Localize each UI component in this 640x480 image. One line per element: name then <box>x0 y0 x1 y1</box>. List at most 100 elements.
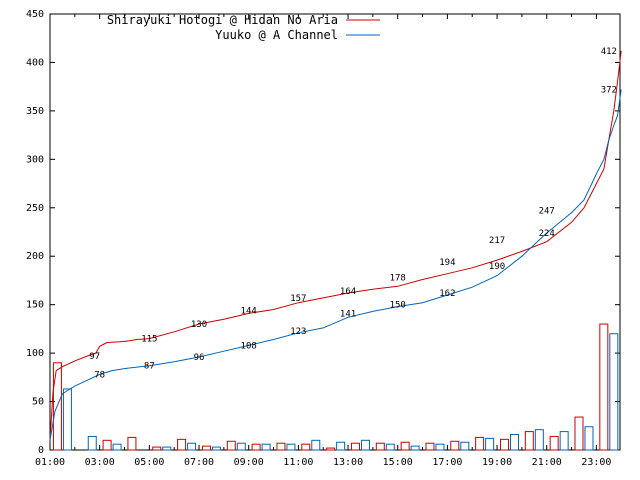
x-axis: 01:00 03:00 05:00 07:00 09:00 11:00 13:00 15:00… <box>35 14 611 468</box>
hourly-bar <box>360 439 370 451</box>
y-tick-label: 100 <box>26 348 44 359</box>
point-label: 130 <box>191 320 207 330</box>
point-label: 78 <box>94 370 105 380</box>
x-tick-label: 21:00 <box>532 457 562 468</box>
x-tick-label: 11:00 <box>283 457 313 468</box>
hourly-bar <box>52 362 62 451</box>
series-line-2 <box>49 89 622 441</box>
point-label: 247 <box>539 207 555 217</box>
hourly-bar <box>162 446 172 451</box>
series-line-1 <box>49 50 622 441</box>
hourly-bar <box>609 333 619 451</box>
hourly-bar <box>499 438 509 451</box>
hourly-bar <box>226 440 236 451</box>
hourly-bar <box>102 439 112 451</box>
y-tick-label: 350 <box>26 106 44 117</box>
legend-label-series-1: Shirayuki Hotogi @ Hidan No Aria <box>107 13 338 27</box>
point-label: 96 <box>194 353 205 363</box>
hourly-bar <box>251 443 261 451</box>
point-label: 217 <box>489 236 505 246</box>
hourly-bar <box>524 431 534 451</box>
x-tick-label: 23:00 <box>581 457 611 468</box>
x-tick-label: 09:00 <box>234 457 264 468</box>
y-tick-label: 450 <box>26 9 44 20</box>
hourly-bar <box>410 445 420 451</box>
hourly-bar <box>509 433 519 451</box>
x-tick-label: 19:00 <box>482 457 512 468</box>
hourly-bar <box>112 443 122 451</box>
hourly-bar <box>211 446 221 451</box>
point-label: 97 <box>89 352 100 362</box>
y-tick-label: 400 <box>26 57 44 68</box>
legend-label-series-2: Yuuko @ A Channel <box>215 28 338 42</box>
hourly-bar <box>450 440 460 451</box>
y-tick-label: 200 <box>26 251 44 262</box>
x-tick-label: 07:00 <box>184 457 214 468</box>
point-label: 87 <box>144 362 155 372</box>
cumulative-lines <box>49 50 622 441</box>
point-label: 157 <box>290 294 306 304</box>
hourly-bar <box>574 416 584 451</box>
hourly-bar <box>336 441 346 451</box>
hourly-bar <box>261 443 271 451</box>
hourly-bars <box>52 323 619 451</box>
hourly-bar <box>201 445 211 451</box>
x-tick-label: 17:00 <box>432 457 462 468</box>
hourly-bar <box>127 436 137 451</box>
hourly-bar <box>152 446 162 451</box>
x-tick-label: 15:00 <box>383 457 413 468</box>
point-label: 108 <box>241 341 257 351</box>
y-tick-label: 0 <box>38 445 44 456</box>
hourly-bar <box>559 431 569 451</box>
y-tick-label: 300 <box>26 154 44 165</box>
point-label: 372 <box>601 86 617 96</box>
point-label: 190 <box>489 262 505 272</box>
hourly-bar <box>177 438 187 451</box>
hourly-bar <box>435 443 445 451</box>
x-tick-label: 01:00 <box>35 457 65 468</box>
hourly-bar <box>326 447 336 451</box>
y-tick-label: 50 <box>32 397 44 408</box>
point-label: 141 <box>340 309 356 319</box>
y-tick-label: 250 <box>26 203 44 214</box>
x-tick-label: 03:00 <box>85 457 115 468</box>
hourly-bar <box>286 443 296 451</box>
point-label: 412 <box>601 47 617 57</box>
point-label: 178 <box>390 274 406 284</box>
hourly-bar <box>311 439 321 451</box>
hourly-bar <box>87 435 97 451</box>
point-label: 123 <box>290 327 306 337</box>
hourly-bar <box>187 442 197 451</box>
hourly-bar <box>425 442 435 451</box>
hourly-bar <box>236 442 246 451</box>
point-labels: 97 115 130 144 157 164 178 194 217 247 412 78 87 96 10… <box>89 47 617 381</box>
hourly-bar <box>375 442 385 451</box>
hourly-bar <box>549 435 559 451</box>
point-label: 150 <box>390 301 406 311</box>
hourly-bar <box>485 437 495 451</box>
hourly-bar <box>62 388 72 451</box>
hourly-bar <box>276 442 286 451</box>
hourly-bar <box>385 443 395 451</box>
plot-border <box>49 13 621 451</box>
point-label: 164 <box>340 287 356 297</box>
point-label: 144 <box>241 306 257 316</box>
y-tick-label: 150 <box>26 300 44 311</box>
x-tick-label: 05:00 <box>134 457 164 468</box>
x-tick-label: 13:00 <box>333 457 363 468</box>
point-label: 162 <box>439 289 455 299</box>
point-label: 224 <box>539 229 555 239</box>
y-axis: 0 50 100 150 200 250 300 350 400 450 <box>26 9 620 456</box>
legend: Shirayuki Hotogi @ Hidan No Aria Yuuko @… <box>107 13 380 42</box>
hourly-bar <box>584 426 594 451</box>
hourly-bar <box>475 436 485 451</box>
hourly-bar <box>301 443 311 451</box>
hourly-bar <box>460 441 470 451</box>
hourly-bar <box>400 441 410 451</box>
point-label: 115 <box>141 335 157 345</box>
hourly-bar <box>599 323 609 451</box>
hourly-bar <box>350 442 360 451</box>
point-label: 194 <box>439 258 455 268</box>
hourly-bar <box>534 429 544 451</box>
